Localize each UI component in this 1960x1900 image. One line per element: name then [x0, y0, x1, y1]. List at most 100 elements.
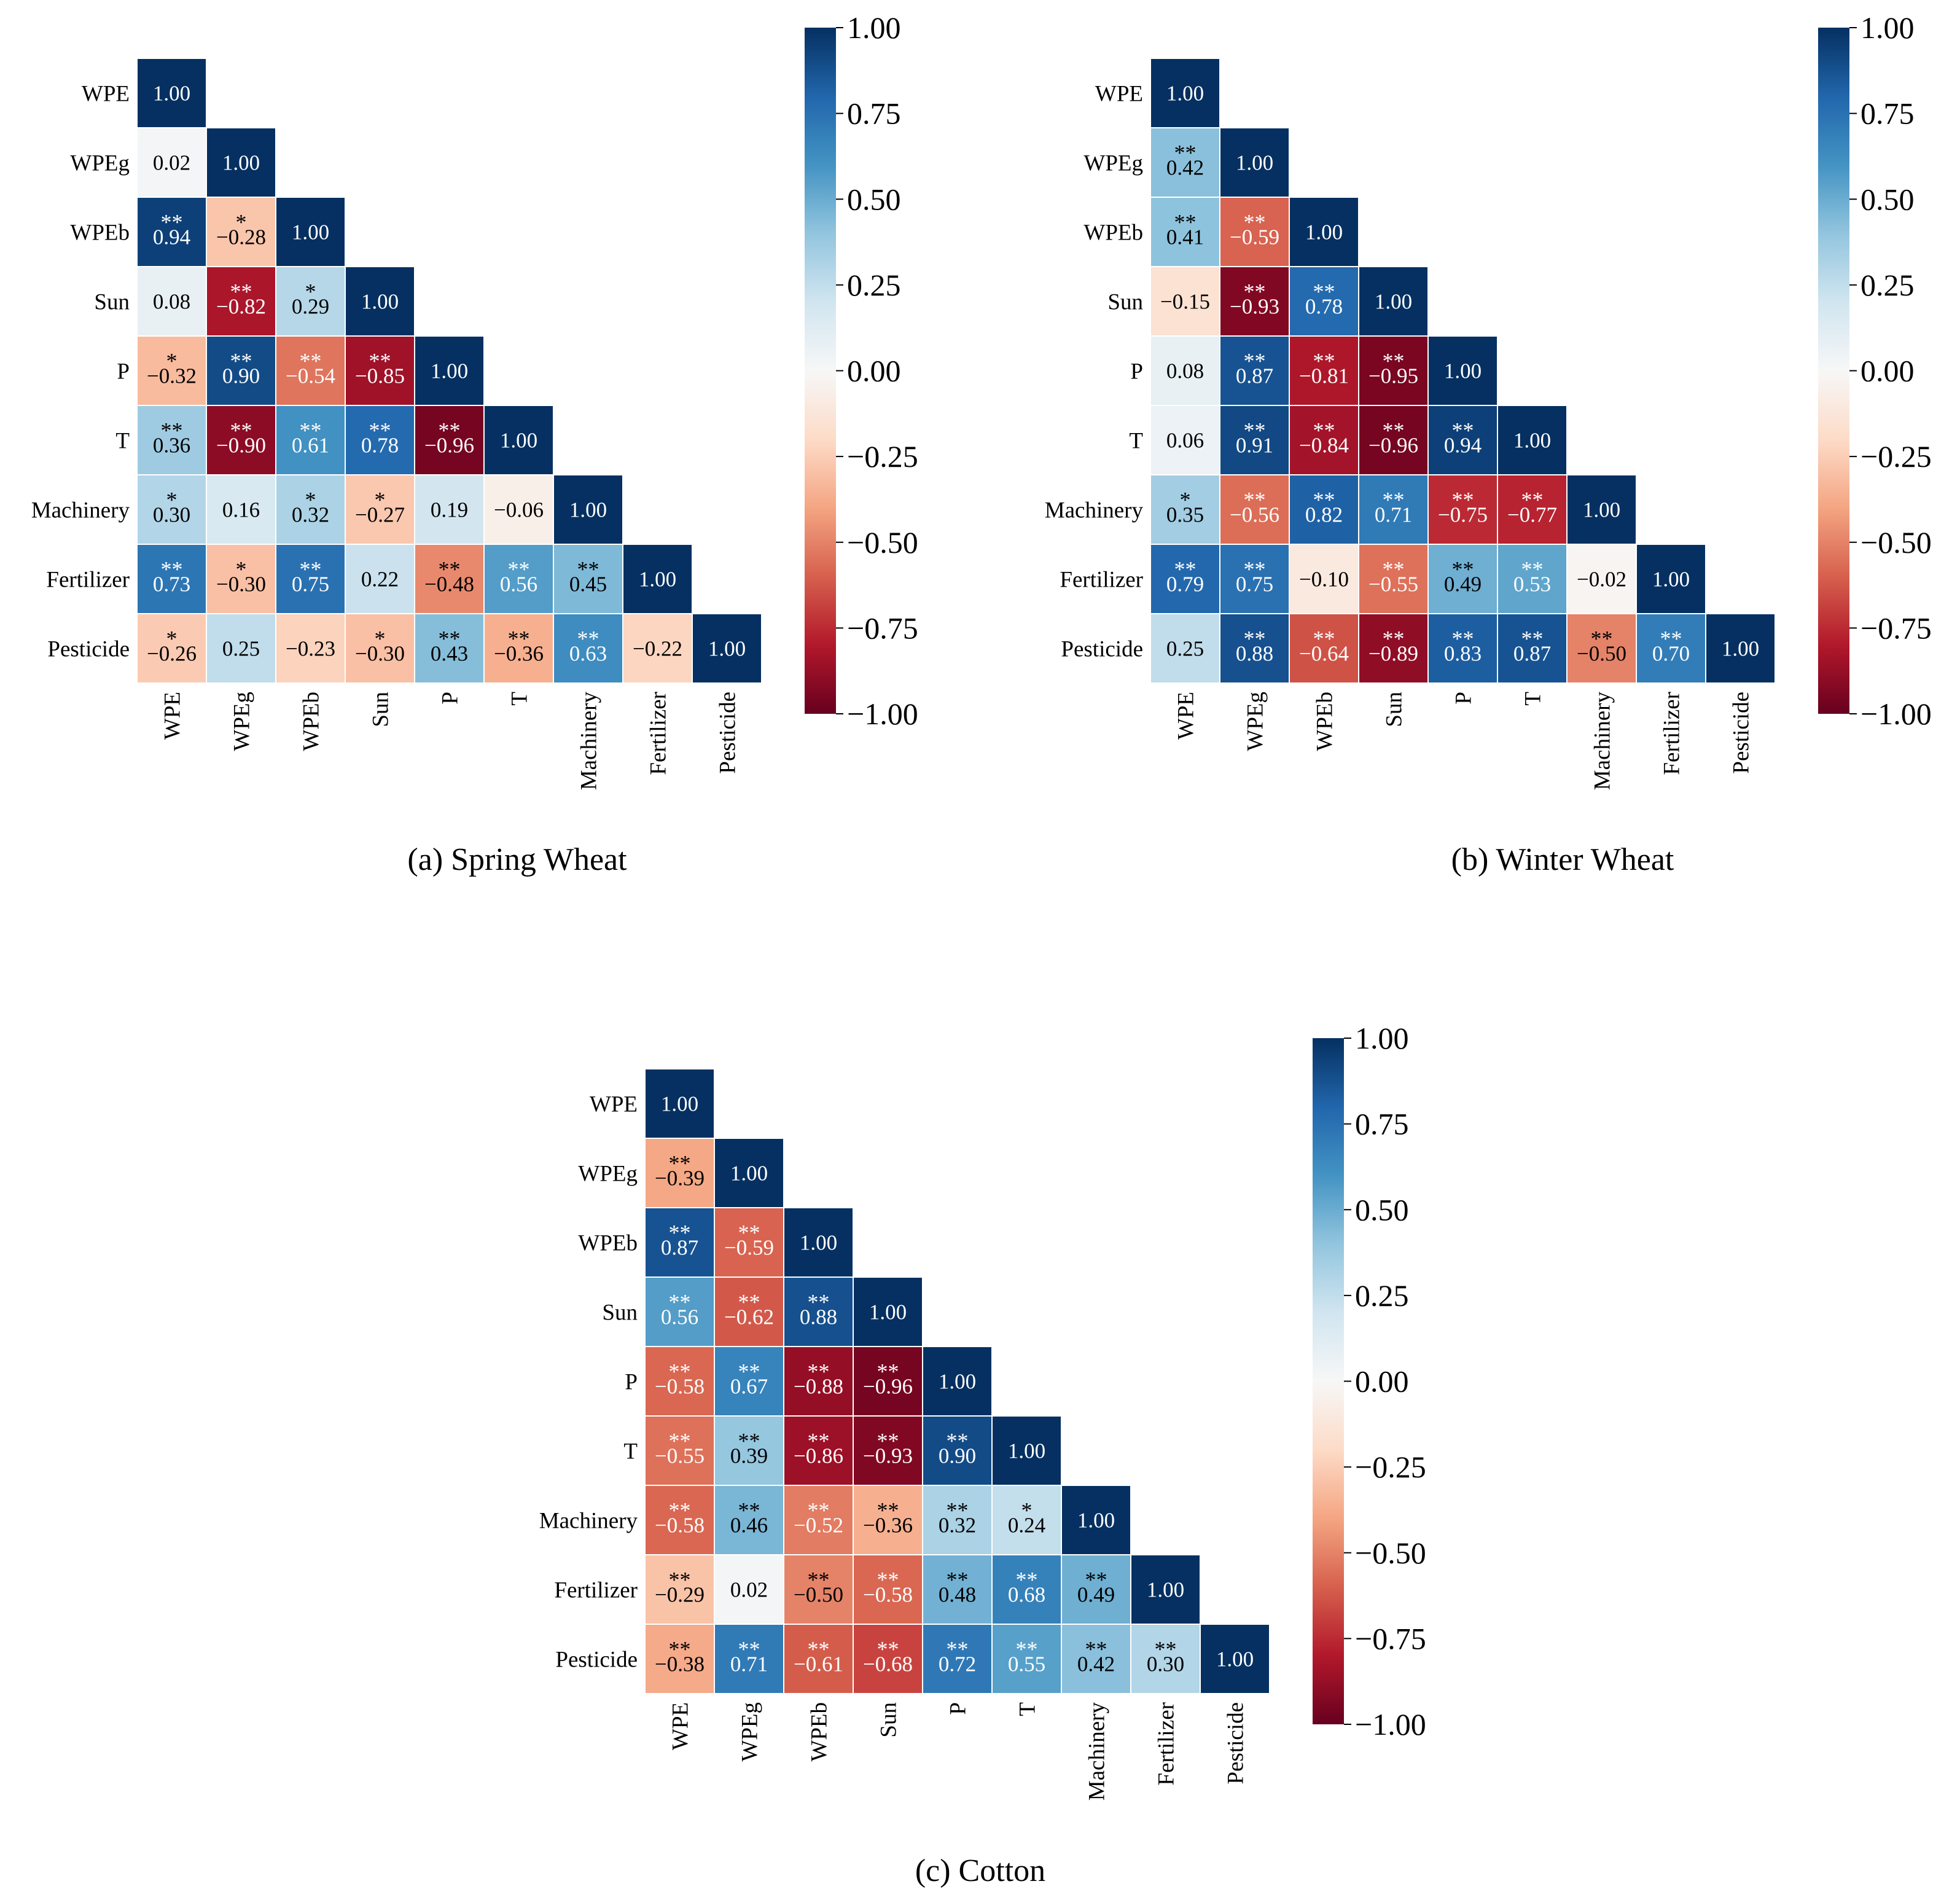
significance-marker: ** [947, 1429, 969, 1453]
cell-rect [553, 544, 623, 614]
cell-rect [345, 613, 415, 684]
heatmap-cell-cotton-machinery-sun: −0.36** [853, 1485, 923, 1555]
heatmap-cell-spring-wheat-p-wpeg: 0.90** [206, 335, 276, 406]
cell-value: 0.79 [1166, 573, 1204, 596]
cell-value: 1.00 [661, 1092, 698, 1116]
heatmap-cell-spring-wheat-sun-sun: 1.00 [345, 266, 415, 337]
cell-rect [991, 1624, 1062, 1694]
cell-value: 1.00 [153, 82, 190, 106]
heatmap-cell-spring-wheat-wpeb-wpeb: 1.00 [275, 197, 346, 267]
cell-value: 1.00 [1305, 221, 1343, 244]
cell-rect [136, 474, 207, 545]
heatmap-cell-spring-wheat-fertilizer-fertilizer: 1.00 [622, 544, 693, 614]
x-tick-label: P [1451, 692, 1477, 705]
heatmap-cell-spring-wheat-fertilizer-wpe: 0.73** [136, 544, 207, 614]
cell-rect [1219, 266, 1290, 337]
heatmap-cell-winter-wheat-p-wpeg: 0.87** [1219, 335, 1290, 406]
cell-rect [275, 335, 346, 406]
heatmap-cell-spring-wheat-t-sun: 0.78** [345, 405, 415, 475]
heatmap-cell-spring-wheat-machinery-wpeg: 0.16 [206, 474, 276, 545]
significance-marker: ** [669, 1568, 691, 1592]
heatmap-cell-spring-wheat-t-wpeg: −0.90** [206, 405, 276, 475]
cell-value: −0.90 [216, 434, 266, 458]
colorbar-tick-label: −0.75 [847, 611, 918, 645]
heatmap-cell-cotton-pesticide-t: 0.55** [991, 1624, 1062, 1694]
panel-cotton: 1.00−0.39** 1.000.87**−0.59** 1.000.56**−0… [539, 1021, 1426, 1888]
cell-value: 0.90 [222, 364, 260, 388]
cell-rect [275, 405, 346, 475]
significance-marker: ** [1174, 141, 1197, 165]
heatmap-cell-spring-wheat-pesticide-wpeb: −0.23 [275, 613, 346, 684]
cell-value: −0.82 [216, 295, 266, 319]
cell-rect [783, 1207, 854, 1278]
cell-rect [853, 1415, 923, 1486]
significance-marker: ** [1452, 627, 1474, 651]
cell-value: −0.88 [794, 1375, 843, 1399]
cell-value: 1.00 [708, 637, 746, 661]
cell-value: 0.56 [661, 1305, 698, 1329]
cell-rect [206, 266, 276, 337]
cell-value: 0.25 [1166, 637, 1204, 661]
cell-rect [206, 335, 276, 406]
heatmap-cell-winter-wheat-pesticide-p: 0.83** [1427, 613, 1498, 684]
heatmap-cell-cotton-p-p: 1.00 [922, 1346, 993, 1417]
heatmap-cell-spring-wheat-pesticide-pesticide: 1.00 [692, 613, 762, 684]
heatmap-cell-winter-wheat-wpeb-wpe: 0.41** [1150, 197, 1220, 267]
significance-marker: ** [1660, 627, 1682, 651]
cell-value: 1.00 [431, 359, 468, 383]
cell-value: 1.00 [1166, 82, 1204, 106]
heatmap-cell-winter-wheat-t-wpeb: −0.84** [1289, 405, 1359, 475]
cell-rect [1130, 1554, 1201, 1625]
y-tick-label: WPEb [1083, 221, 1143, 246]
cell-rect [991, 1485, 1062, 1555]
cell-value: 0.71 [730, 1652, 768, 1676]
caption-cotton: (c) Cotton [915, 1853, 1045, 1888]
significance-marker: ** [808, 1290, 830, 1315]
colorbar-tick-label: −1.00 [1860, 697, 1932, 731]
heatmap-cell-winter-wheat-sun-wpeb: 0.78** [1289, 266, 1359, 337]
cell-value: 1.00 [1444, 359, 1482, 383]
significance-marker: ** [877, 1359, 899, 1384]
cell-value: 0.39 [730, 1444, 768, 1468]
heatmap-cell-cotton-machinery-wpeb: −0.52** [783, 1485, 854, 1555]
heatmap-cell-winter-wheat-t-sun: −0.96** [1358, 405, 1429, 475]
significance-marker: ** [1174, 557, 1197, 582]
heatmap-cell-winter-wheat-pesticide-pesticide: 1.00 [1705, 613, 1776, 684]
heatmap-cell-spring-wheat-machinery-machinery: 1.00 [553, 474, 623, 545]
cell-value: 0.32 [292, 503, 329, 527]
cell-rect [1219, 474, 1290, 545]
heatmap-cell-winter-wheat-p-sun: −0.95** [1358, 335, 1429, 406]
colorbar-tick-label: −0.75 [1860, 611, 1932, 645]
significance-marker: ** [1313, 488, 1335, 512]
cell-value: 0.78 [1305, 295, 1343, 319]
heatmap-cell-spring-wheat-t-wpeb: 0.61** [275, 405, 346, 475]
colorbar-tick-label: 0.00 [1860, 354, 1915, 388]
heatmap-cell-cotton-pesticide-fertilizer: 0.30** [1130, 1624, 1201, 1694]
colorbar-gradient [1818, 28, 1849, 714]
heatmap-cell-winter-wheat-machinery-wpe: 0.35* [1150, 474, 1220, 545]
significance-marker: ** [1452, 418, 1474, 443]
cell-rect [1289, 335, 1359, 406]
cell-value: −0.22 [633, 637, 682, 661]
cell-value: −0.96 [863, 1375, 913, 1399]
cell-value: 0.08 [153, 290, 190, 314]
colorbar-tick-label: 1.00 [1355, 1021, 1409, 1055]
y-tick-label: Pesticide [47, 637, 130, 662]
heatmap-cell-winter-wheat-p-wpeb: −0.81** [1289, 335, 1359, 406]
cell-rect [853, 1624, 923, 1694]
cell-rect [644, 1068, 715, 1139]
cell-value: −0.89 [1368, 642, 1418, 666]
y-tick-label: WPEg [1083, 151, 1143, 176]
significance-marker: ** [1174, 210, 1197, 235]
cell-rect [1427, 544, 1498, 614]
cell-rect [1289, 266, 1359, 337]
heatmap-cell-winter-wheat-machinery-sun: 0.71** [1358, 474, 1429, 545]
cell-rect [1219, 197, 1290, 267]
heatmap-cell-cotton-machinery-p: 0.32** [922, 1485, 993, 1555]
heatmap-cell-cotton-fertilizer-wpeg: 0.02 [714, 1554, 784, 1625]
heatmap-cell-spring-wheat-wpe-wpe: 1.00 [136, 58, 207, 128]
cell-rect [991, 1415, 1062, 1486]
cell-rect [483, 474, 554, 545]
heatmap-cell-winter-wheat-fertilizer-wpeg: 0.75** [1219, 544, 1290, 614]
cell-rect [1150, 127, 1220, 198]
